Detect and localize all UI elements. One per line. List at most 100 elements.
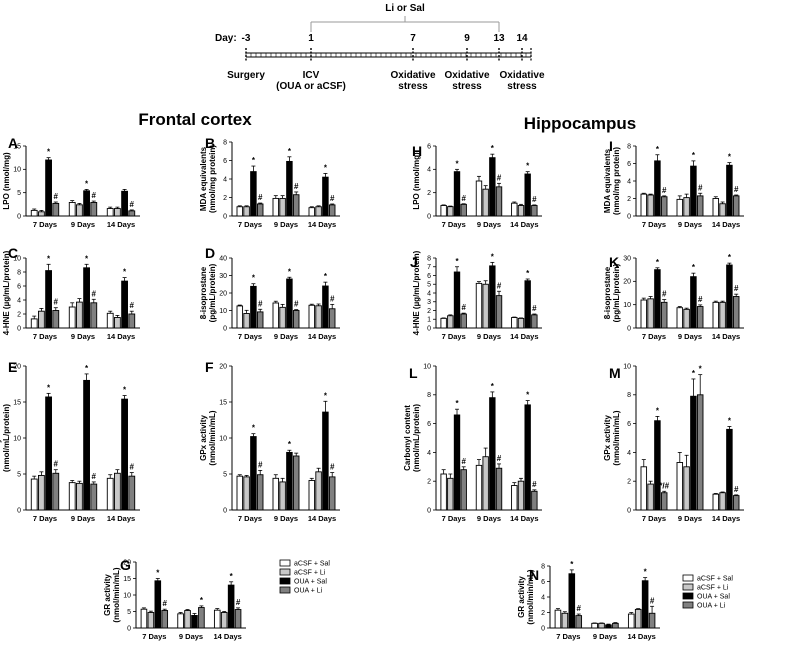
- bar-M-2-3: [732, 495, 740, 511]
- panel-letter-I: I: [609, 138, 613, 154]
- significance-mark: #: [258, 460, 263, 469]
- panel-B: B 0 2 4 6 8 MDA equivalents (nmol/mg protein) * #…: [199, 135, 340, 229]
- significance-mark: #: [130, 301, 135, 310]
- significance-mark: #: [330, 463, 335, 472]
- timeline-day-13: 13: [493, 33, 505, 44]
- panel-letter-M: M: [609, 365, 621, 381]
- y-axis-label: 8-isoprostane: [603, 266, 612, 319]
- category-label: 9 Days: [678, 514, 702, 523]
- significance-mark: #: [734, 485, 739, 494]
- y-tick-label: 40: [219, 255, 227, 262]
- y-tick-label: 5: [223, 471, 227, 478]
- bar-C-0-1: [38, 310, 45, 329]
- bar-H-1-0: [475, 180, 483, 217]
- significance-mark: *: [324, 272, 328, 281]
- bar-C-0-0: [30, 318, 38, 329]
- bar-A-0-3: [52, 202, 60, 217]
- category-label: 14 Days: [107, 332, 135, 341]
- bar-L-0-2: [453, 414, 461, 511]
- bar-F-1-3: [292, 455, 300, 511]
- bar-G-0-0: [140, 608, 148, 629]
- panel-J: J 01 2 3 45 6 7 8 4-HNE (µg/mL/protein) * #7 Days *…: [410, 250, 542, 341]
- legend-G: aCSF + Sal aCSF + Li OUA + Sal OUA + Li: [279, 559, 330, 595]
- significance-mark: *: [85, 364, 89, 373]
- bar-N-0-2: [568, 573, 576, 629]
- y-axis-label: (nmol/mL/protein): [412, 404, 421, 472]
- category-label: 9 Days: [274, 332, 298, 341]
- bar-E-1-1: [76, 482, 83, 511]
- bar-M-1-1: [683, 466, 690, 511]
- timeline-day--3: -3: [242, 33, 251, 44]
- significance-mark: #: [532, 480, 537, 489]
- y-tick-label: 10: [13, 435, 21, 442]
- bar-J-1-2: [489, 265, 496, 329]
- bar-F-2-1: [315, 471, 322, 511]
- y-axis-label: Carbonyl content: [403, 405, 412, 471]
- legend-swatch: [682, 583, 694, 591]
- timeline-day-7: 7: [410, 33, 416, 44]
- panel-letter-J: J: [410, 254, 418, 270]
- significance-mark: #: [258, 193, 263, 202]
- bar-F-1-2: [286, 451, 293, 511]
- timeline-event-14: stress: [507, 81, 537, 92]
- bar-F-2-2: [322, 411, 329, 511]
- significance-mark: #: [497, 281, 502, 290]
- bar-H-1-2: [489, 157, 496, 217]
- bar-A-0-2: [45, 159, 52, 217]
- bar-B-0-0: [236, 206, 244, 217]
- category-label: 14 Days: [308, 220, 336, 229]
- bar-N-1-2: [605, 624, 612, 629]
- y-axis-label: GR activity: [103, 574, 112, 616]
- category-label: 14 Days: [308, 332, 336, 341]
- significance-mark: *: [728, 416, 732, 425]
- category-label: 9 Days: [678, 220, 702, 229]
- bar-L-2-2: [524, 404, 531, 511]
- panel-I: I 0 2 4 6 8 MDA equivalents (nmol/mg protein) * #…: [603, 138, 744, 229]
- significance-mark: *: [526, 162, 530, 171]
- bar-G-0-3: [161, 610, 169, 629]
- significance-mark: #: [461, 457, 466, 466]
- significance-mark: *: [324, 391, 328, 400]
- bar-L-1-0: [475, 464, 483, 511]
- legend-label: aCSF + Sal: [697, 576, 733, 583]
- panel-C: C 0 2 4 6 8 104-HNE (µg/mL/protein) * #7 Days * #9…: [2, 245, 140, 341]
- bar-G-1-1: [184, 610, 191, 629]
- bar-D-0-2: [250, 285, 257, 329]
- y-axis-label: GPx activity: [199, 415, 208, 461]
- bar-I-2-2: [726, 164, 733, 217]
- bar-D-2-1: [315, 305, 322, 329]
- y-tick-label: 2: [427, 308, 431, 315]
- y-tick-label: 6: [427, 421, 431, 428]
- legend-label: OUA + Li: [697, 603, 726, 610]
- y-tick-label: 20: [219, 290, 227, 297]
- bar-B-1-0: [272, 197, 280, 217]
- legend-swatch: [682, 601, 694, 609]
- bar-M-0-0: [640, 466, 648, 511]
- panel-letter-B: B: [205, 135, 215, 151]
- y-axis-label: GPx activity: [603, 415, 612, 461]
- bar-H-2-3: [531, 205, 538, 217]
- panel-D: D 0 10 20 30 40 8-isoprostane (pg/mL/protein) * #…: [199, 245, 340, 341]
- bar-L-1-3: [495, 467, 503, 511]
- timeline-event-7: Oxidative: [390, 70, 435, 81]
- bar-C-1-3: [90, 302, 98, 329]
- bar-J-0-3: [460, 313, 467, 329]
- bar-J-1-0: [475, 282, 483, 329]
- bar-I-0-1: [647, 194, 654, 217]
- y-axis-label: (pg/mL/protein): [208, 263, 217, 322]
- significance-mark: *: [491, 144, 495, 153]
- significance-mark: #: [92, 472, 97, 481]
- bar-C-2-3: [128, 313, 136, 329]
- panel-F: F 0 5 10 15 20 GPx activity (nmol/min/mL) * #7 Da…: [199, 359, 340, 523]
- bar-I-1-3: [696, 195, 704, 217]
- bar-B-0-1: [243, 206, 250, 217]
- bar-G-2-3: [234, 609, 242, 629]
- significance-mark: #: [330, 294, 335, 303]
- y-axis-label: GR activity: [517, 576, 526, 618]
- significance-mark: *: [491, 252, 495, 261]
- bar-B-1-2: [286, 160, 293, 217]
- significance-mark: *: [47, 148, 51, 157]
- bar-B-2-1: [315, 206, 322, 217]
- bar-C-2-1: [114, 317, 121, 329]
- bar-D-1-2: [286, 278, 293, 329]
